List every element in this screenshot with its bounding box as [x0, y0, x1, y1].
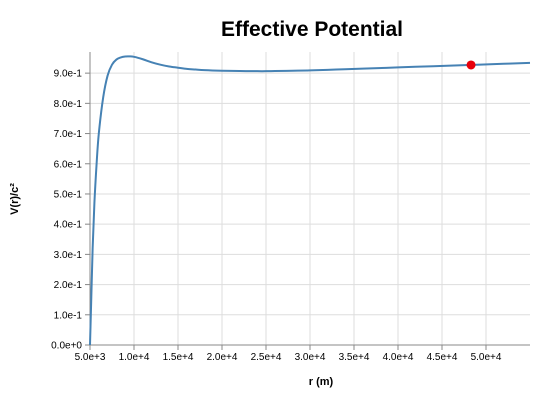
y-axis-label: V(r)/c² — [9, 183, 21, 215]
position-marker[interactable] — [466, 60, 476, 70]
x-tick-label: 5.0e+4 — [471, 352, 502, 363]
y-tick-label: 1.0e-1 — [54, 310, 83, 321]
y-tick-label: 5.0e-1 — [54, 189, 83, 200]
y-tick-label: 9.0e-1 — [54, 69, 83, 80]
y-tick-label: 2.0e-1 — [54, 280, 83, 291]
y-tick-label: 4.0e-1 — [54, 220, 83, 231]
y-tick-label: 7.0e-1 — [54, 129, 83, 140]
x-tick-label: 5.0e+3 — [75, 352, 106, 363]
x-tick-label: 2.0e+4 — [207, 352, 238, 363]
y-tick-label: 3.0e-1 — [54, 250, 83, 261]
y-tick-label: 8.0e-1 — [54, 99, 83, 110]
x-tick-labels: 5.0e+3 1.0e+4 1.5e+4 2.0e+4 2.5e+4 3.0e+4 3.5e… — [75, 352, 502, 363]
potential-curve — [89, 55, 531, 346]
x-tick-label: 1.5e+4 — [163, 352, 194, 363]
x-tick-label: 3.0e+4 — [295, 352, 326, 363]
x-tick-label: 1.0e+4 — [119, 352, 150, 363]
grid — [89, 52, 530, 346]
y-tick-label: 0.0e+0 — [51, 341, 82, 352]
x-tick-label: 4.5e+4 — [427, 352, 458, 363]
chart-title: Effective Potential — [221, 18, 403, 41]
x-axis-label: r (m) — [309, 376, 334, 388]
axes — [85, 52, 530, 350]
x-tick-label: 2.5e+4 — [251, 352, 282, 363]
x-tick-label: 3.5e+4 — [339, 352, 370, 363]
x-tick-label: 4.0e+4 — [383, 352, 414, 363]
y-tick-labels: 0.0e+0 1.0e-1 2.0e-1 3.0e-1 4.0e-1 5.0e-1 6.0e… — [51, 69, 82, 352]
y-tick-label: 6.0e-1 — [54, 159, 83, 170]
